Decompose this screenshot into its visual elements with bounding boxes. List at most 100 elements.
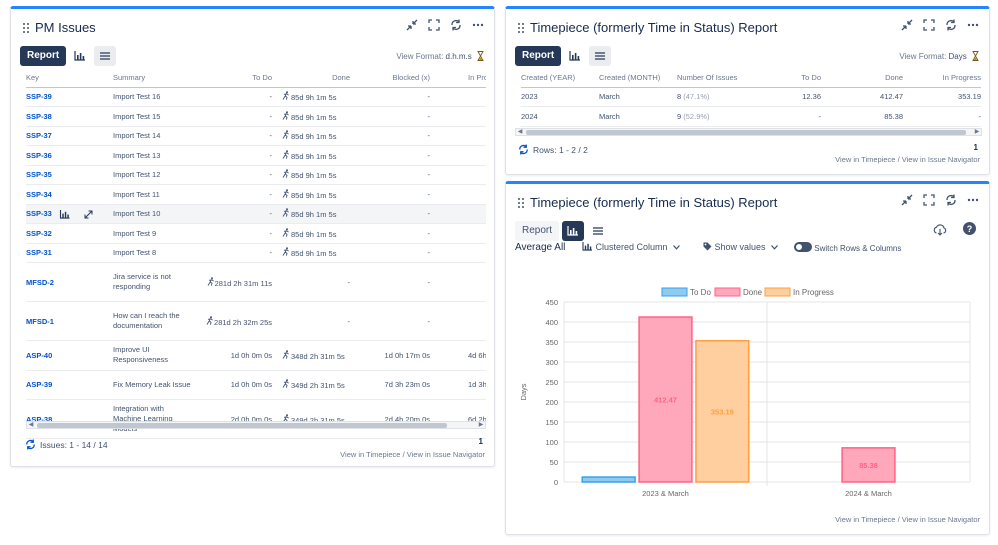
show-values-dropdown[interactable]: Show values (703, 242, 779, 252)
in-progress-time: 1d 3h 7m 0 (430, 370, 486, 400)
download-icon[interactable] (933, 223, 947, 241)
horizontal-scrollbar[interactable]: ◀ ▶ (515, 128, 982, 136)
bar-in-progress (695, 339, 750, 483)
collapse-icon[interactable] (901, 19, 913, 31)
table-row[interactable]: 2023 March 8 (47.1%) 12.36 412.47 353.19 (521, 87, 981, 107)
list-view-button[interactable] (94, 46, 117, 66)
table-row[interactable]: SSP-32 Import Test 9-85d 9h 1m 5s - (26, 223, 486, 244)
done-time: - (282, 262, 350, 302)
bar-chart-icon (582, 242, 592, 251)
toggle-switch[interactable] (794, 242, 812, 252)
drag-handle-icon[interactable] (23, 23, 31, 33)
table-row[interactable]: ASP-39 Fix Memory Leak Issue 1d 0h 0m 0s 34… (26, 370, 486, 400)
column-header[interactable]: In Progress (903, 69, 981, 88)
done-time: - (282, 301, 350, 341)
fullscreen-icon[interactable] (428, 19, 440, 31)
table-row[interactable]: SSP-34 Import Test 11-85d 9h 1m 5s - (26, 184, 486, 205)
view-in-timepiece-link[interactable]: View in Timepiece (835, 155, 896, 164)
column-header[interactable]: Number Of Issues (677, 69, 757, 88)
table-row[interactable]: SSP-39 Import Test 16-85d 9h 1m 5s - (26, 87, 486, 107)
column-header[interactable]: To Do (193, 69, 272, 88)
table-row[interactable]: SSP-36 Import Test 13-85d 9h 1m 5s - (26, 145, 486, 166)
issue-key-link[interactable]: SSP-39 (26, 92, 52, 102)
chart-view-button[interactable] (562, 221, 585, 241)
more-options-icon[interactable] (967, 19, 979, 31)
drag-handle-icon[interactable] (518, 23, 526, 33)
report-button[interactable]: Report (515, 46, 562, 66)
list-view-button[interactable] (587, 221, 609, 241)
issue-key-link[interactable]: MFSD-2 (26, 277, 54, 287)
more-options-icon[interactable] (967, 194, 979, 206)
expand-icon[interactable] (84, 210, 93, 221)
issue-key-link[interactable]: SSP-35 (26, 170, 52, 180)
drag-handle-icon[interactable] (518, 198, 526, 208)
issue-key-link[interactable]: SSP-36 (26, 150, 52, 160)
issue-key-link[interactable]: SSP-38 (26, 111, 52, 121)
table-row[interactable]: SSP-38 Import Test 15-85d 9h 1m 5s - (26, 106, 486, 127)
refresh-icon[interactable] (945, 194, 957, 206)
runner-icon (282, 130, 291, 141)
chart-view-button[interactable] (69, 46, 91, 66)
switch-rows-columns-toggle[interactable]: Switch Rows & Columns (794, 242, 901, 253)
view-in-issue-navigator-link[interactable]: View in Issue Navigator (901, 515, 980, 524)
refresh-icon[interactable] (518, 144, 529, 155)
issue-key-link[interactable]: SSP-32 (26, 228, 52, 238)
list-icon (593, 227, 604, 235)
column-header[interactable]: Blocked (x) (350, 69, 430, 88)
issue-key-link[interactable]: SSP-37 (26, 131, 52, 141)
issue-key-link[interactable]: SSP-31 (26, 248, 52, 258)
column-header[interactable]: Done (821, 69, 903, 88)
issue-key-link[interactable]: MFSD-1 (26, 316, 54, 326)
view-in-issue-navigator-link[interactable]: View in Issue Navigator (901, 155, 980, 164)
chart-view-button[interactable] (564, 46, 586, 66)
help-icon[interactable]: ? (963, 222, 976, 240)
column-header[interactable]: Done (282, 69, 350, 88)
status-table: Created (YEAR) Created (MONTH) Number Of… (521, 69, 981, 127)
chevron-down-icon (673, 245, 681, 250)
column-header[interactable]: To Do (757, 69, 821, 88)
issue-key-link[interactable]: ASP-39 (26, 380, 53, 390)
chart-type-dropdown[interactable]: Clustered Column (582, 242, 681, 252)
collapse-icon[interactable] (901, 194, 913, 206)
table-row[interactable]: ASP-38 Integration with Machine Learning … (26, 399, 486, 439)
view-in-issue-navigator-link[interactable]: View in Issue Navigator (406, 450, 485, 459)
table-row[interactable]: SSP-31 Import Test 8-85d 9h 1m 5s - (26, 243, 486, 263)
column-header[interactable]: Created (MONTH) (599, 69, 677, 88)
view-in-timepiece-link[interactable]: View in Timepiece (835, 515, 896, 524)
table-row[interactable]: SSP-37 Import Test 14-85d 9h 1m 5s - (26, 126, 486, 146)
more-options-icon[interactable] (472, 19, 484, 31)
runner-icon (282, 169, 291, 180)
view-format[interactable]: View Format: d.h.m.s (396, 51, 484, 63)
table-row[interactable]: MFSD-2 Jira service is not responding 281d… (26, 262, 486, 302)
fullscreen-icon[interactable] (923, 194, 935, 206)
page-number[interactable]: 1 (478, 437, 483, 446)
fullscreen-icon[interactable] (923, 19, 935, 31)
issue-key-link[interactable]: SSP-34 (26, 189, 52, 199)
issue-key-link[interactable]: ASP-38 (26, 414, 53, 424)
table-row[interactable]: MFSD-1 How can I reach the documentation 2… (26, 301, 486, 341)
report-button[interactable]: Report (515, 221, 560, 241)
y-tick-label: 250 (545, 378, 558, 387)
refresh-icon[interactable] (450, 19, 462, 31)
issue-key-link[interactable]: ASP-40 (26, 350, 53, 360)
refresh-icon[interactable] (25, 439, 36, 450)
column-header[interactable]: Summary (113, 69, 193, 88)
view-format[interactable]: View Format: Days (899, 51, 979, 63)
column-header[interactable]: In Progress (430, 69, 486, 88)
issue-key-link[interactable]: SSP-33 (26, 209, 52, 219)
table-row[interactable]: SSP-33 Import Test 10-85d 9h 1m 5s - (26, 204, 486, 224)
table-row[interactable]: SSP-35 Import Test 12-85d 9h 1m 5s - (26, 165, 486, 185)
table-row[interactable]: 2024 March 9 (52.9%) -85.38- (521, 106, 981, 127)
horizontal-scrollbar[interactable]: ◀ ▶ (26, 421, 486, 429)
legend-swatch (714, 287, 741, 297)
table-row[interactable]: ASP-40 Improve UI Responsiveness 1d 0h 0m … (26, 340, 486, 371)
page-number[interactable]: 1 (973, 143, 978, 152)
view-in-timepiece-link[interactable]: View in Timepiece (340, 450, 401, 459)
row-chart-icon[interactable] (59, 209, 71, 221)
collapse-icon[interactable] (406, 19, 418, 31)
list-view-button[interactable] (589, 46, 612, 66)
refresh-icon[interactable] (945, 19, 957, 31)
column-header[interactable]: Created (YEAR) (521, 69, 599, 88)
report-button[interactable]: Report (20, 46, 67, 66)
column-header[interactable]: Key (26, 69, 113, 88)
